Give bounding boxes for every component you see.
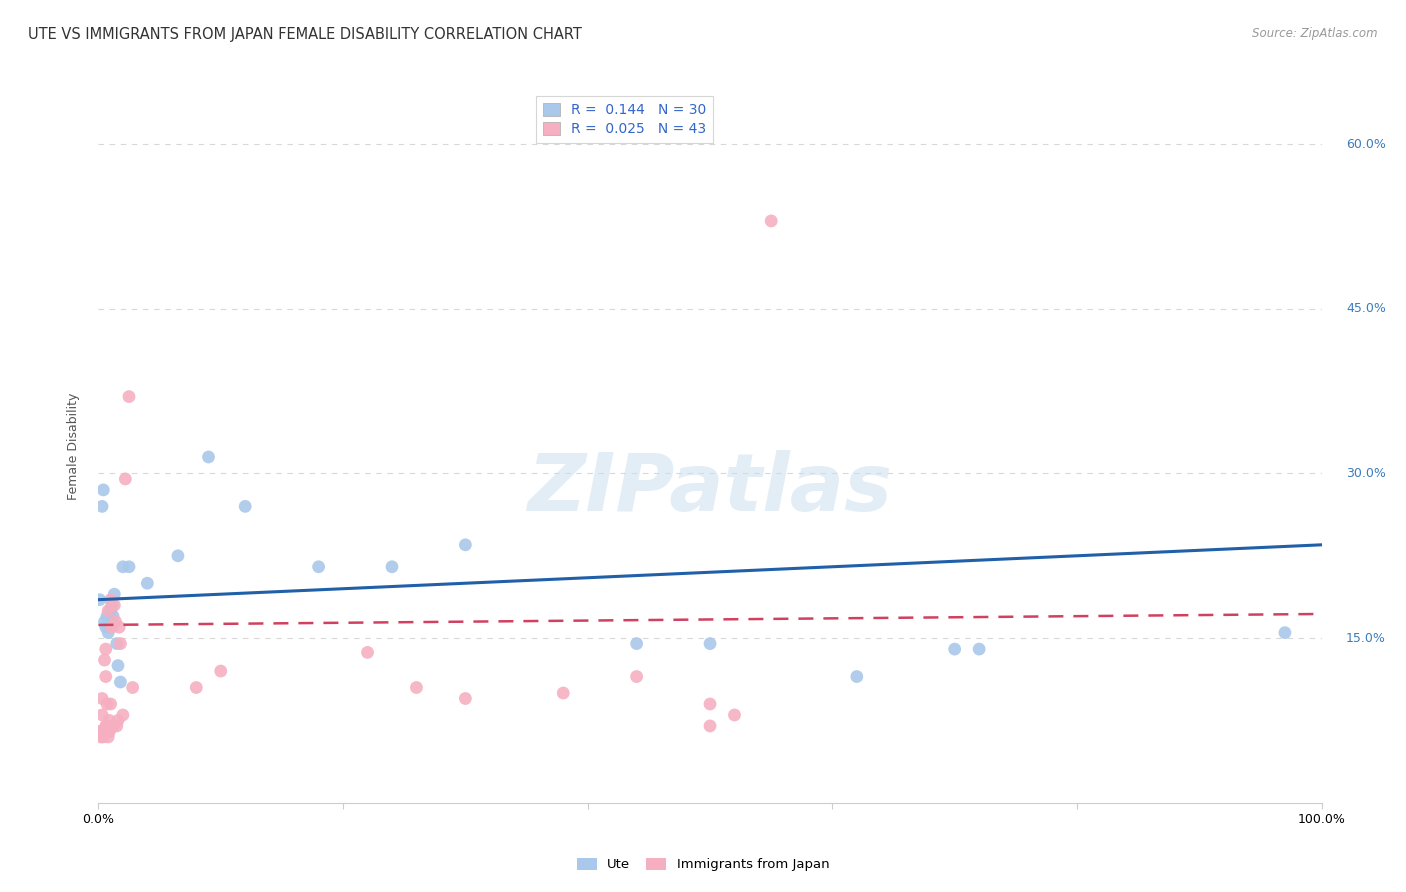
Point bbox=[96, 697, 118, 711]
Text: UTE VS IMMIGRANTS FROM JAPAN FEMALE DISABILITY CORRELATION CHART: UTE VS IMMIGRANTS FROM JAPAN FEMALE DISA… bbox=[28, 27, 582, 42]
Point bbox=[356, 645, 378, 659]
Point bbox=[381, 559, 404, 574]
Point bbox=[723, 708, 745, 723]
Point bbox=[100, 592, 122, 607]
Point bbox=[626, 669, 648, 683]
Point bbox=[114, 472, 136, 486]
Point bbox=[97, 604, 120, 618]
Point bbox=[103, 598, 125, 612]
Point bbox=[89, 592, 111, 607]
Point bbox=[100, 697, 122, 711]
Point bbox=[97, 724, 120, 739]
Point bbox=[96, 609, 118, 624]
Point bbox=[98, 714, 121, 728]
Point bbox=[100, 604, 122, 618]
Text: 45.0%: 45.0% bbox=[1346, 302, 1386, 315]
Point bbox=[108, 620, 131, 634]
Point bbox=[94, 642, 117, 657]
Point bbox=[118, 390, 141, 404]
Point bbox=[1274, 625, 1296, 640]
Point bbox=[118, 559, 141, 574]
Point bbox=[93, 724, 115, 739]
Point bbox=[110, 675, 132, 690]
Point bbox=[553, 686, 575, 700]
Point bbox=[699, 697, 721, 711]
Legend: Ute, Immigrants from Japan: Ute, Immigrants from Japan bbox=[572, 853, 834, 877]
Point bbox=[943, 642, 966, 657]
Point bbox=[209, 664, 232, 678]
Point bbox=[105, 719, 128, 733]
Point bbox=[91, 691, 114, 706]
Text: Source: ZipAtlas.com: Source: ZipAtlas.com bbox=[1253, 27, 1378, 40]
Point bbox=[186, 681, 208, 695]
Point bbox=[107, 658, 129, 673]
Point bbox=[111, 708, 134, 723]
Point bbox=[91, 500, 114, 514]
Point bbox=[98, 615, 121, 629]
Point bbox=[89, 724, 111, 739]
Legend: R =  0.144   N = 30, R =  0.025   N = 43: R = 0.144 N = 30, R = 0.025 N = 43 bbox=[536, 96, 713, 143]
Point bbox=[101, 598, 124, 612]
Point bbox=[94, 669, 117, 683]
Point bbox=[121, 681, 143, 695]
Point bbox=[454, 538, 477, 552]
Text: ZIPatlas: ZIPatlas bbox=[527, 450, 893, 528]
Point bbox=[967, 642, 990, 657]
Point bbox=[96, 719, 118, 733]
Point bbox=[91, 483, 114, 497]
Point bbox=[93, 615, 115, 629]
Point bbox=[101, 620, 124, 634]
Point bbox=[761, 214, 783, 228]
Point bbox=[91, 708, 114, 723]
Text: 15.0%: 15.0% bbox=[1346, 632, 1386, 645]
Text: 30.0%: 30.0% bbox=[1346, 467, 1386, 480]
Point bbox=[91, 730, 114, 744]
Point bbox=[93, 653, 115, 667]
Point bbox=[136, 576, 159, 591]
Point bbox=[97, 625, 120, 640]
Point bbox=[107, 714, 129, 728]
Point bbox=[167, 549, 190, 563]
Point bbox=[454, 691, 477, 706]
Point bbox=[91, 724, 114, 739]
Point bbox=[308, 559, 330, 574]
Point bbox=[111, 559, 134, 574]
Point bbox=[90, 730, 112, 744]
Point bbox=[98, 724, 121, 739]
Point bbox=[94, 620, 117, 634]
Point bbox=[699, 719, 721, 733]
Point bbox=[103, 587, 125, 601]
Point bbox=[110, 637, 132, 651]
Point bbox=[104, 615, 127, 629]
Point bbox=[101, 609, 124, 624]
Point bbox=[105, 637, 128, 651]
Point bbox=[94, 719, 117, 733]
Point bbox=[699, 637, 721, 651]
Text: 60.0%: 60.0% bbox=[1346, 137, 1386, 151]
Point bbox=[845, 669, 868, 683]
Point bbox=[405, 681, 427, 695]
Point bbox=[97, 730, 120, 744]
Point bbox=[101, 719, 124, 733]
Point bbox=[626, 637, 648, 651]
Point bbox=[197, 450, 219, 464]
Point bbox=[233, 500, 256, 514]
Y-axis label: Female Disability: Female Disability bbox=[67, 392, 80, 500]
